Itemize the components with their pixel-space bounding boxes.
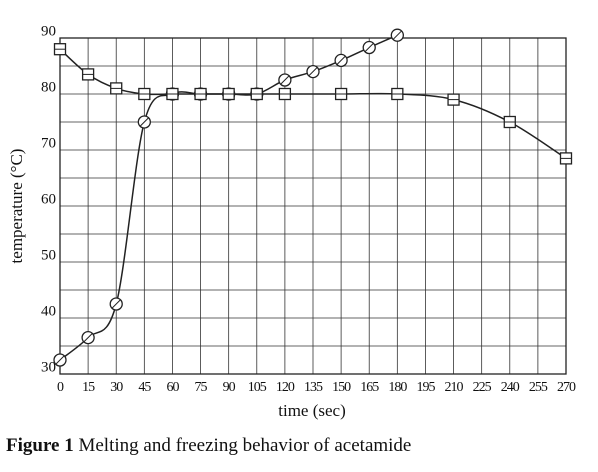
y-tick-label: 80 <box>41 79 56 95</box>
marker-slash <box>139 117 149 127</box>
x-tick-label: 180 <box>388 380 407 395</box>
x-tick-label: 75 <box>195 380 208 395</box>
x-tick-label: 195 <box>416 380 435 395</box>
marker-slash <box>111 299 121 309</box>
x-tick-label: 90 <box>223 380 236 395</box>
x-tick-label: 105 <box>248 380 267 395</box>
y-tick-label: 60 <box>41 191 56 207</box>
caption-text: Melting and freezing behavior of acetami… <box>78 435 411 456</box>
marker-slash <box>308 67 318 76</box>
x-tick-label: 30 <box>110 380 123 395</box>
x-tick-label: 150 <box>332 380 351 395</box>
x-axis-label: time (sec) <box>278 401 346 420</box>
plot-frame <box>59 37 567 375</box>
marker-slash <box>364 43 374 52</box>
x-tick-label: 165 <box>360 380 379 395</box>
x-tick-label: 60 <box>166 380 179 395</box>
y-tick-label: 30 <box>41 359 56 375</box>
marker-slash <box>336 56 346 65</box>
caption: Figure 1 Melting and freezing behavior o… <box>6 435 411 456</box>
y-tick-label: 70 <box>41 135 56 151</box>
y-tick-label: 90 <box>41 23 56 39</box>
x-tick-label: 240 <box>501 380 520 395</box>
caption-label: Figure 1 <box>6 435 74 456</box>
x-tick-label: 225 <box>473 380 492 395</box>
x-tick-label: 120 <box>276 380 295 395</box>
x-tick-label: 135 <box>304 380 323 395</box>
x-tick-label: 270 <box>557 380 576 395</box>
x-tick-label: 210 <box>445 380 464 395</box>
marker-slash <box>280 75 290 85</box>
x-tick-label: 45 <box>138 380 151 395</box>
marker-slash <box>392 30 402 40</box>
y-axis-label: temperature (°C) <box>7 149 26 264</box>
x-tick-label: 0 <box>57 380 64 395</box>
y-tick-label: 50 <box>41 247 56 263</box>
y-tick-label: 40 <box>41 303 56 319</box>
marker-slash <box>83 333 93 342</box>
marker-slash <box>55 355 65 365</box>
x-tick-label: 15 <box>82 380 95 395</box>
x-tick-label: 255 <box>529 380 548 395</box>
